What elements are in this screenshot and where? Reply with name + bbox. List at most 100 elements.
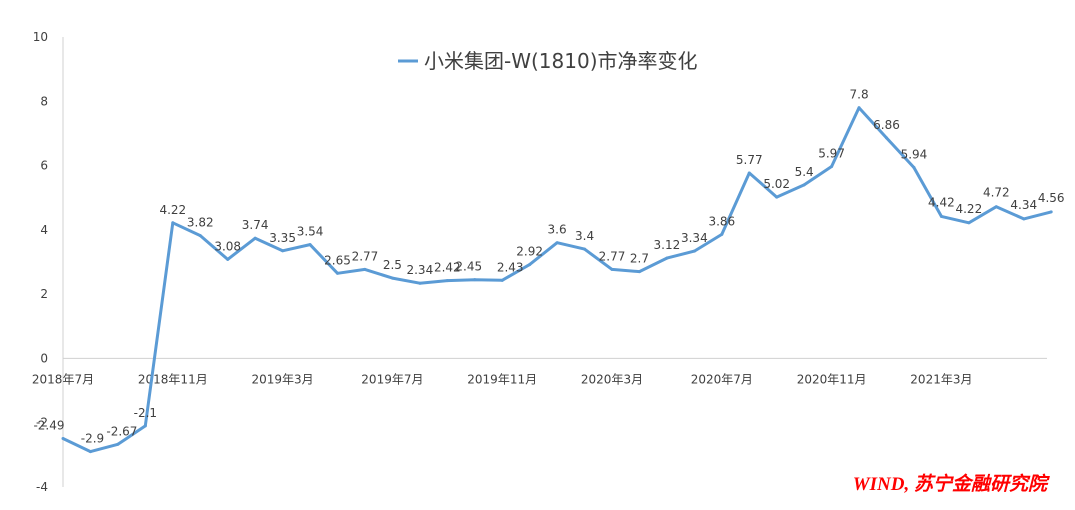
y-tick-label: 4 <box>40 223 48 237</box>
data-point <box>88 450 92 454</box>
data-point <box>1049 210 1053 214</box>
y-tick-label: 6 <box>40 159 48 173</box>
x-tick-label: 2021年3月 <box>910 372 972 386</box>
y-tick-label: 8 <box>40 94 48 108</box>
data-point <box>143 424 147 428</box>
data-point <box>253 236 257 240</box>
data-label: 5.02 <box>763 177 790 191</box>
data-label: 2.45 <box>455 260 482 274</box>
data-label: -2.49 <box>33 418 64 432</box>
x-tick-label: 2019年3月 <box>252 372 314 386</box>
data-label: 4.72 <box>983 186 1010 200</box>
data-point <box>61 436 65 440</box>
data-point <box>692 249 696 253</box>
data-label: 2.5 <box>383 258 402 272</box>
data-point <box>116 442 120 446</box>
data-label: 4.22 <box>159 203 186 217</box>
data-point <box>390 276 394 280</box>
data-point <box>939 214 943 218</box>
data-label: 3.54 <box>297 225 324 239</box>
data-point <box>830 165 834 169</box>
data-point <box>583 247 587 251</box>
y-tick-label: -4 <box>36 480 48 494</box>
x-axis-ticks: 2018年7月 2018年11月 2019年3月 2019年7月 2019年11月 202… <box>32 372 973 386</box>
y-tick-label: 0 <box>40 351 48 365</box>
data-label: 3.74 <box>242 218 269 232</box>
data-point <box>1022 217 1026 221</box>
data-label: 5.77 <box>736 153 763 167</box>
legend-label: 小米集团-W(1810)市净率变化 <box>424 49 698 73</box>
data-label: -2.67 <box>106 424 137 438</box>
data-label: -2.1 <box>134 406 157 420</box>
data-point <box>500 278 504 282</box>
data-label: 3.86 <box>708 214 735 228</box>
data-label: 4.42 <box>928 195 955 209</box>
data-point <box>418 281 422 285</box>
data-point <box>336 271 339 275</box>
data-label: 6.86 <box>873 118 900 132</box>
data-label: 5.97 <box>818 147 845 161</box>
data-label: 2.7 <box>630 252 649 266</box>
data-label: 2.42 <box>434 261 461 275</box>
data-point <box>747 171 751 175</box>
x-tick-label: 2019年7月 <box>361 372 423 386</box>
x-tick-label: 2020年7月 <box>691 372 753 386</box>
data-point <box>473 278 477 282</box>
data-label: 2.34 <box>406 263 433 277</box>
data-point <box>445 279 449 283</box>
x-tick-label: 2020年3月 <box>581 372 643 386</box>
data-label: 3.12 <box>654 238 681 252</box>
y-axis-ticks: -4 -2 0 2 4 6 8 10 <box>33 30 48 494</box>
data-point <box>912 166 916 169</box>
data-point <box>198 234 202 238</box>
data-point <box>720 232 724 236</box>
data-label: 7.8 <box>850 88 869 102</box>
data-point <box>967 221 971 225</box>
data-label: 3.4 <box>575 229 594 243</box>
data-point <box>885 136 888 140</box>
data-point <box>281 249 285 253</box>
x-tick-label: 2018年7月 <box>32 372 94 386</box>
data-label: 2.65 <box>324 253 351 267</box>
data-label: 3.34 <box>681 231 708 245</box>
data-label: 3.08 <box>214 239 241 253</box>
data-label: -2.9 <box>81 432 104 446</box>
source-note: WIND, 苏宁金融研究院 <box>852 474 1047 495</box>
y-tick-label: 10 <box>33 30 48 44</box>
data-point <box>994 205 998 209</box>
y-tick-label: -2 <box>36 416 48 430</box>
data-point <box>637 270 641 274</box>
data-point <box>775 195 779 199</box>
axes <box>62 37 1047 487</box>
data-label: 5.4 <box>795 165 814 179</box>
data-label: 2.77 <box>352 249 379 263</box>
data-label: 2.77 <box>599 249 626 263</box>
data-label: 2.92 <box>516 245 543 259</box>
data-point <box>171 221 175 225</box>
data-label: 5.94 <box>901 148 928 162</box>
data-labels: -2.49-2.9-2.67-2.14.223.823.083.743.35 3.… <box>33 88 1064 446</box>
data-label: 4.34 <box>1010 198 1037 212</box>
data-point <box>610 267 614 271</box>
y-tick-label: 2 <box>40 287 48 301</box>
data-label: 3.82 <box>187 216 214 230</box>
data-point <box>226 257 230 261</box>
data-label: 3.6 <box>548 223 567 237</box>
data-point <box>528 263 532 267</box>
x-tick-label: 2019年11月 <box>467 372 537 386</box>
data-label: 4.56 <box>1038 191 1065 205</box>
data-point <box>857 106 861 110</box>
data-point <box>308 243 312 247</box>
data-point <box>555 241 559 245</box>
data-label: 2.43 <box>497 260 524 274</box>
data-point <box>363 267 367 271</box>
x-tick-label: 2020年11月 <box>797 372 867 386</box>
data-label: 3.35 <box>269 231 296 245</box>
data-point <box>665 256 669 260</box>
data-label: 4.22 <box>955 202 982 216</box>
series-group <box>61 106 1053 454</box>
legend: 小米集团-W(1810)市净率变化 <box>398 49 698 73</box>
data-point <box>802 183 806 187</box>
x-tick-label: 2018年11月 <box>138 372 208 386</box>
